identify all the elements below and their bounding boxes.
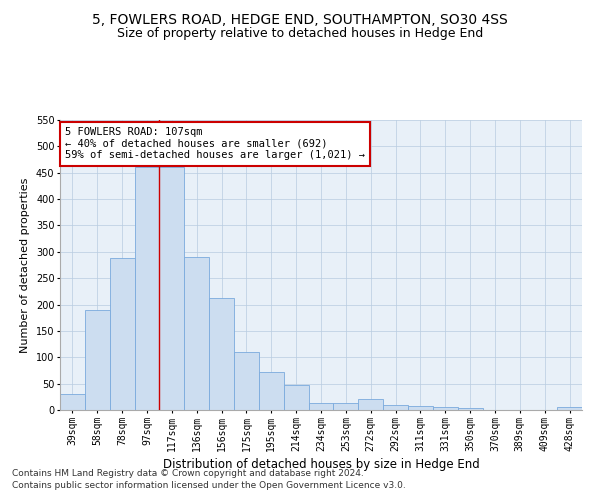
- Bar: [134, 168, 160, 410]
- Bar: [358, 400, 383, 410]
- Bar: [234, 352, 259, 410]
- Bar: [209, 298, 234, 410]
- Text: Contains public sector information licensed under the Open Government Licence v3: Contains public sector information licen…: [12, 481, 406, 490]
- Text: Size of property relative to detached houses in Hedge End: Size of property relative to detached ho…: [117, 28, 483, 40]
- Y-axis label: Number of detached properties: Number of detached properties: [20, 178, 30, 352]
- Text: 5 FOWLERS ROAD: 107sqm
← 40% of detached houses are smaller (692)
59% of semi-de: 5 FOWLERS ROAD: 107sqm ← 40% of detached…: [65, 127, 365, 160]
- Bar: [408, 406, 433, 410]
- Text: 5, FOWLERS ROAD, HEDGE END, SOUTHAMPTON, SO30 4SS: 5, FOWLERS ROAD, HEDGE END, SOUTHAMPTON,…: [92, 12, 508, 26]
- Text: Contains HM Land Registry data © Crown copyright and database right 2024.: Contains HM Land Registry data © Crown c…: [12, 468, 364, 477]
- Bar: [557, 408, 582, 410]
- Bar: [160, 168, 184, 410]
- Bar: [433, 408, 458, 410]
- Bar: [110, 258, 134, 410]
- Bar: [308, 403, 334, 410]
- X-axis label: Distribution of detached houses by size in Hedge End: Distribution of detached houses by size …: [163, 458, 479, 471]
- Bar: [383, 404, 408, 410]
- Bar: [184, 256, 209, 410]
- Bar: [85, 310, 110, 410]
- Bar: [60, 394, 85, 410]
- Bar: [334, 403, 358, 410]
- Bar: [284, 385, 308, 410]
- Bar: [259, 372, 284, 410]
- Bar: [458, 408, 482, 410]
